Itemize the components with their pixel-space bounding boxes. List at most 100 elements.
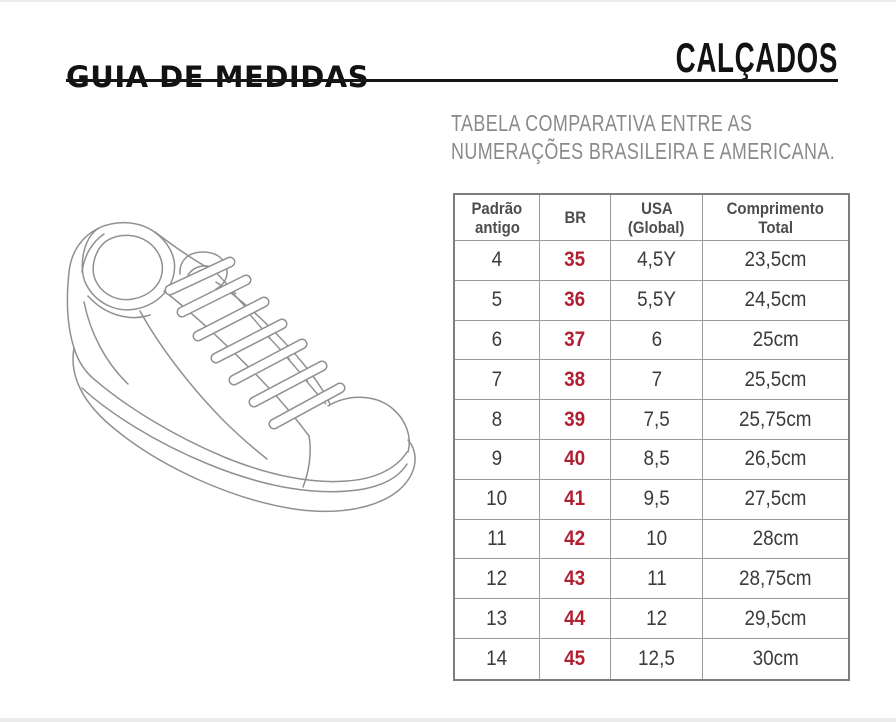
cell-total-length: 23,5cm xyxy=(703,241,848,281)
cell-old-standard: 9 xyxy=(455,439,540,480)
cell-usa-size: 5,5Y xyxy=(611,280,703,321)
cell-text: 39 xyxy=(564,407,586,431)
cell-text: 13 xyxy=(486,606,508,630)
cell-text: 10 xyxy=(645,526,668,550)
cell-text: 11 xyxy=(646,566,667,590)
cell-text: 28,75cm xyxy=(739,566,812,590)
cell-text: 42 xyxy=(564,526,586,550)
cell-text: 7 xyxy=(491,367,503,391)
cell-text: 9 xyxy=(491,447,503,471)
sneaker-illustration xyxy=(52,216,457,528)
sneaker-line-art-icon xyxy=(66,222,416,513)
column-header-usa-global: USA (Global) xyxy=(611,195,703,241)
column-header-text: Comprimento xyxy=(726,198,825,218)
cell-text: 37 xyxy=(564,327,586,351)
cell-old-standard: 4 xyxy=(455,241,540,281)
cell-text: 23,5cm xyxy=(744,248,807,272)
cell-total-length: 26,5cm xyxy=(703,440,848,480)
cell-br-size: 39 xyxy=(540,400,611,440)
cell-text: 5 xyxy=(491,288,503,312)
cell-usa-size: 4,5Y xyxy=(611,241,703,281)
cell-old-standard: 14 xyxy=(455,638,540,679)
cell-text: 26,5cm xyxy=(744,447,807,471)
cell-text: 4,5Y xyxy=(637,248,676,272)
column-header-total-length: Comprimento Total xyxy=(703,195,848,241)
table-caption: TABELA COMPARATIVA ENTRE AS NUMERAÇÕES B… xyxy=(451,109,835,165)
cell-usa-size: 6 xyxy=(611,320,703,361)
cell-br-size: 38 xyxy=(540,360,611,401)
cell-text: 27,5cm xyxy=(744,487,807,511)
cell-text: 4 xyxy=(491,248,503,272)
cell-old-standard: 13 xyxy=(455,599,540,639)
column-header-text: antigo xyxy=(474,217,520,237)
cell-usa-size: 8,5 xyxy=(611,439,703,480)
cell-text: 25,75cm xyxy=(739,407,812,431)
cell-br-size: 45 xyxy=(540,638,611,679)
cell-text: 6 xyxy=(651,327,662,351)
cell-text: 12 xyxy=(486,566,508,590)
cell-old-standard: 10 xyxy=(455,479,540,520)
column-header-text: Padrão xyxy=(471,198,523,218)
cell-text: 38 xyxy=(564,367,586,391)
bottom-edge-strip xyxy=(0,718,896,722)
cell-text: 25cm xyxy=(752,327,799,351)
column-header-br: BR xyxy=(540,195,611,241)
cell-text: 6 xyxy=(491,327,503,351)
cell-br-size: 42 xyxy=(540,519,611,560)
cell-total-length: 24,5cm xyxy=(703,281,848,321)
cell-old-standard: 5 xyxy=(455,280,540,321)
table-caption-line2: NUMERAÇÕES BRASILEIRA E AMERICANA. xyxy=(451,138,836,164)
cell-text: 44 xyxy=(564,606,586,630)
cell-usa-size: 12 xyxy=(611,599,703,639)
category-label: CALÇADOS xyxy=(675,34,838,81)
cell-total-length: 30cm xyxy=(703,639,848,679)
cell-br-size: 41 xyxy=(540,479,611,520)
cell-old-standard: 8 xyxy=(455,400,540,440)
cell-text: 35 xyxy=(564,248,586,272)
cell-br-size: 35 xyxy=(540,241,611,281)
cell-total-length: 28cm xyxy=(703,520,848,560)
cell-br-size: 43 xyxy=(540,559,611,600)
cell-text: 14 xyxy=(486,646,508,670)
cell-old-standard: 7 xyxy=(455,360,540,401)
size-table: Padrão antigo BR USA (Global) Compriment… xyxy=(453,193,850,681)
cell-br-size: 37 xyxy=(540,320,611,361)
cell-total-length: 25,75cm xyxy=(703,400,848,440)
column-header-text: BR xyxy=(564,208,586,227)
cell-br-size: 40 xyxy=(540,439,611,480)
cell-text: 11 xyxy=(487,526,507,550)
cell-usa-size: 12,5 xyxy=(611,638,703,679)
cell-total-length: 27,5cm xyxy=(703,480,848,520)
column-header-text: (Global) xyxy=(628,217,685,237)
cell-text: 28cm xyxy=(752,526,799,550)
cell-text: 25,5cm xyxy=(744,367,807,391)
column-header-old-standard: Padrão antigo xyxy=(455,195,540,241)
page-title: GUIA DE MEDIDAS xyxy=(66,60,370,95)
cell-br-size: 44 xyxy=(540,599,611,639)
cell-text: 8 xyxy=(491,407,503,431)
cell-text: 30cm xyxy=(752,646,799,670)
top-edge-strip xyxy=(0,0,896,2)
cell-total-length: 29,5cm xyxy=(703,599,848,639)
cell-text: 12 xyxy=(645,606,668,630)
table-caption-line1: TABELA COMPARATIVA ENTRE AS xyxy=(451,110,753,136)
cell-old-standard: 11 xyxy=(455,519,540,560)
cell-usa-size: 7,5 xyxy=(611,400,703,440)
cell-br-size: 36 xyxy=(540,280,611,321)
header-divider xyxy=(66,79,838,82)
cell-total-length: 28,75cm xyxy=(703,559,848,600)
cell-text: 7,5 xyxy=(643,407,670,431)
cell-total-length: 25cm xyxy=(703,321,848,361)
cell-text: 36 xyxy=(564,288,586,312)
cell-text: 9,5 xyxy=(643,487,670,511)
cell-text: 45 xyxy=(564,646,586,670)
cell-total-length: 25,5cm xyxy=(703,360,848,401)
column-header-text: USA xyxy=(640,198,673,218)
cell-usa-size: 9,5 xyxy=(611,479,703,520)
cell-text: 29,5cm xyxy=(744,606,807,630)
cell-text: 41 xyxy=(564,487,586,511)
cell-text: 40 xyxy=(564,447,586,471)
cell-text: 24,5cm xyxy=(744,288,807,312)
cell-usa-size: 10 xyxy=(611,519,703,560)
